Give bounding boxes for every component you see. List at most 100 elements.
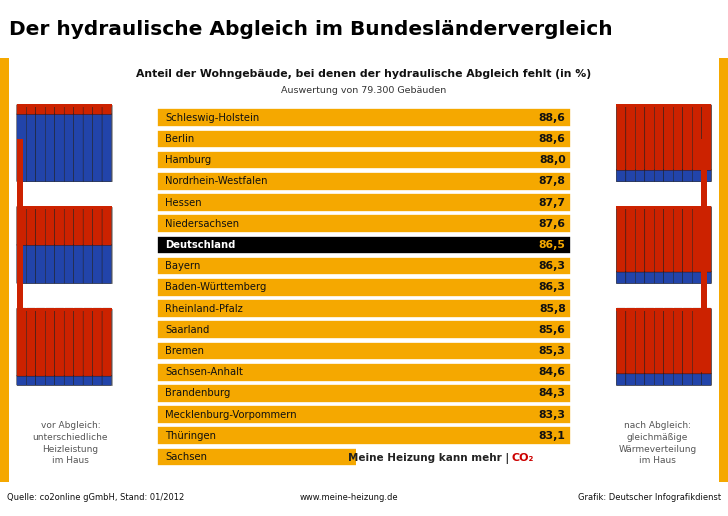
FancyBboxPatch shape [664, 169, 673, 182]
FancyBboxPatch shape [673, 169, 683, 182]
Text: Sachsen-Anhalt: Sachsen-Anhalt [165, 367, 243, 377]
Text: 88,0: 88,0 [539, 155, 566, 165]
Bar [157, 426, 571, 445]
FancyBboxPatch shape [654, 206, 664, 272]
FancyBboxPatch shape [74, 375, 83, 385]
Text: 85,8: 85,8 [539, 303, 566, 314]
FancyBboxPatch shape [683, 373, 692, 385]
FancyBboxPatch shape [673, 271, 683, 283]
Text: Meine Heizung kann mehr |: Meine Heizung kann mehr | [349, 453, 510, 463]
Text: 86,3: 86,3 [539, 282, 566, 293]
FancyBboxPatch shape [626, 271, 636, 283]
Bar [17, 207, 111, 283]
Text: Hessen: Hessen [165, 198, 202, 207]
Bar [617, 308, 711, 311]
FancyBboxPatch shape [55, 105, 64, 115]
FancyBboxPatch shape [55, 114, 64, 182]
Text: vor Abgleich:
unterschiedliche
Heizleistung
im Haus: vor Abgleich: unterschiedliche Heizleist… [33, 421, 108, 465]
Text: 87,7: 87,7 [539, 198, 566, 207]
FancyBboxPatch shape [26, 105, 36, 115]
Text: 88,6: 88,6 [539, 134, 566, 144]
FancyBboxPatch shape [626, 169, 636, 182]
FancyBboxPatch shape [45, 114, 55, 182]
FancyBboxPatch shape [45, 105, 55, 115]
FancyBboxPatch shape [636, 206, 645, 272]
FancyBboxPatch shape [55, 206, 64, 246]
FancyBboxPatch shape [92, 375, 102, 385]
Text: 86,5: 86,5 [539, 240, 566, 250]
Bar [17, 206, 111, 209]
Bar [157, 384, 571, 402]
FancyBboxPatch shape [683, 169, 692, 182]
FancyBboxPatch shape [17, 375, 26, 385]
FancyBboxPatch shape [102, 105, 111, 115]
FancyBboxPatch shape [92, 308, 102, 376]
Text: Niedersachsen: Niedersachsen [165, 219, 240, 229]
FancyBboxPatch shape [92, 206, 102, 246]
FancyBboxPatch shape [692, 373, 702, 385]
FancyBboxPatch shape [702, 206, 711, 272]
FancyBboxPatch shape [617, 373, 626, 385]
Bar [617, 105, 711, 181]
Text: Bayern: Bayern [165, 261, 201, 271]
Bar [17, 309, 111, 385]
Text: 84,6: 84,6 [539, 367, 566, 377]
Bar [17, 308, 111, 311]
Bar [617, 207, 711, 283]
FancyBboxPatch shape [702, 373, 711, 385]
FancyBboxPatch shape [36, 375, 45, 385]
Text: Grafik: Deutscher Infografikdienst: Grafik: Deutscher Infografikdienst [577, 493, 721, 502]
FancyBboxPatch shape [36, 245, 45, 283]
FancyBboxPatch shape [92, 105, 102, 115]
Text: Auswertung von 79.300 Gebäuden: Auswertung von 79.300 Gebäuden [282, 86, 446, 95]
Text: www.meine-heizung.de: www.meine-heizung.de [300, 493, 399, 502]
FancyBboxPatch shape [654, 105, 664, 170]
FancyBboxPatch shape [692, 271, 702, 283]
FancyBboxPatch shape [36, 206, 45, 246]
Bar [157, 214, 571, 233]
FancyBboxPatch shape [626, 373, 636, 385]
Bar [157, 278, 571, 297]
FancyBboxPatch shape [64, 114, 74, 182]
FancyBboxPatch shape [92, 114, 102, 182]
FancyBboxPatch shape [617, 271, 626, 283]
FancyBboxPatch shape [26, 308, 36, 376]
Text: 88,6: 88,6 [539, 112, 566, 123]
Bar [617, 309, 711, 385]
Text: Sachsen: Sachsen [165, 452, 207, 462]
FancyBboxPatch shape [26, 206, 36, 246]
Text: Deutschland: Deutschland [165, 240, 236, 250]
Bar [157, 257, 571, 276]
FancyBboxPatch shape [83, 105, 92, 115]
Text: Hamburg: Hamburg [165, 155, 212, 165]
FancyBboxPatch shape [636, 271, 645, 283]
FancyBboxPatch shape [645, 105, 654, 170]
FancyBboxPatch shape [617, 206, 626, 272]
FancyBboxPatch shape [636, 308, 645, 374]
FancyBboxPatch shape [36, 105, 45, 115]
Text: 87,8: 87,8 [539, 176, 566, 186]
Text: Quelle: co2online gGmbH, Stand: 01/2012: Quelle: co2online gGmbH, Stand: 01/2012 [7, 493, 184, 502]
Text: Berlin: Berlin [165, 134, 194, 144]
FancyBboxPatch shape [74, 245, 83, 283]
FancyBboxPatch shape [17, 308, 26, 376]
Text: CO₂: CO₂ [512, 453, 534, 463]
Bar [17, 104, 111, 107]
Text: 85,3: 85,3 [539, 346, 566, 356]
FancyBboxPatch shape [692, 206, 702, 272]
FancyBboxPatch shape [64, 105, 74, 115]
Bar [157, 342, 571, 360]
FancyBboxPatch shape [64, 245, 74, 283]
FancyBboxPatch shape [617, 105, 626, 170]
Bar [157, 151, 571, 169]
FancyBboxPatch shape [83, 114, 92, 182]
Bar [157, 130, 571, 148]
FancyBboxPatch shape [702, 271, 711, 283]
FancyBboxPatch shape [683, 271, 692, 283]
FancyBboxPatch shape [17, 245, 26, 283]
FancyBboxPatch shape [702, 105, 711, 170]
Bar [157, 236, 571, 254]
Text: Saarland: Saarland [165, 325, 210, 335]
FancyBboxPatch shape [83, 206, 92, 246]
Text: 81,1: 81,1 [539, 452, 566, 462]
